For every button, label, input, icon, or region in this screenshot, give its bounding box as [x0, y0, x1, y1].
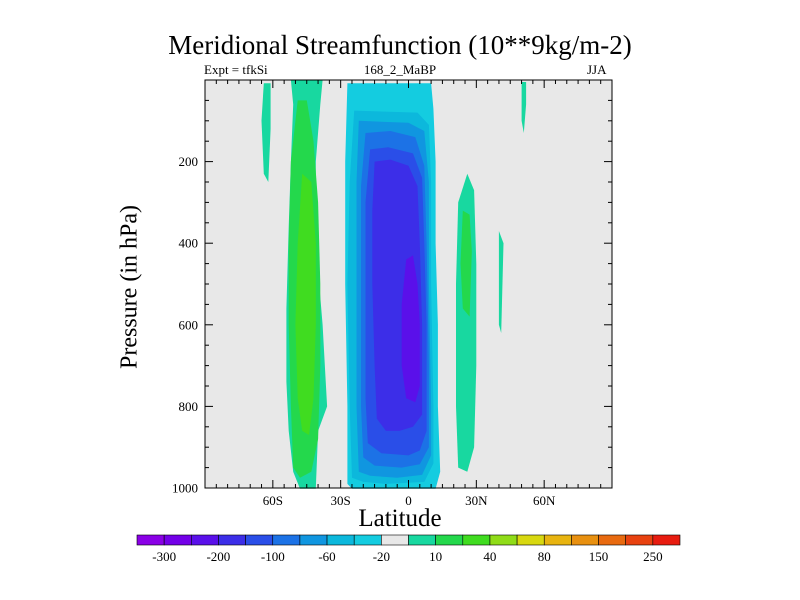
y-tick-label: 400 — [179, 236, 199, 251]
y-tick-label: 600 — [179, 317, 199, 332]
colorbar-swatch — [489, 534, 518, 546]
colorbar-swatch — [191, 534, 219, 546]
colorbar-label: -300 — [152, 549, 176, 564]
sh-cell-contour — [261, 83, 271, 182]
colorbar-swatch — [163, 534, 192, 546]
colorbar-swatch — [353, 534, 382, 546]
plot-axes: 60S 30S 0 30N 60N 200 400 600 800 1000 — [172, 79, 613, 508]
time-label: 168_2_MaBP — [363, 62, 437, 77]
colorbar-swatch — [381, 534, 409, 546]
colorbar-swatch — [299, 534, 328, 546]
colorbar-swatch — [543, 534, 572, 546]
colorbar-swatch — [136, 534, 165, 546]
x-tick-label: 60N — [533, 493, 556, 508]
season-label: JJA — [587, 62, 607, 77]
colorbar-label: 150 — [589, 549, 609, 564]
experiment-label: Expt = tfkSi — [204, 62, 268, 77]
x-tick-label: 30N — [465, 493, 488, 508]
main-cell-contour — [401, 255, 420, 403]
y-tick-label: 800 — [179, 399, 199, 414]
nh-cell-contour — [521, 82, 527, 133]
colorbar-swatch — [272, 534, 301, 546]
y-tick-label: 200 — [179, 154, 199, 169]
colorbar-swatch — [598, 534, 626, 546]
colorbar-swatch — [625, 534, 654, 546]
colorbar-label: -100 — [261, 549, 285, 564]
y-tick-label: 1000 — [172, 481, 198, 496]
colorbar-swatch — [245, 534, 274, 546]
chart-title: Meridional Streamfunction (10**9kg/m-2) — [168, 30, 632, 60]
colorbar-label: -200 — [206, 549, 230, 564]
colorbar-swatch — [571, 534, 599, 546]
sh-cell-contour — [295, 173, 316, 436]
colorbar-swatch — [516, 534, 545, 546]
colorbar-swatch — [435, 534, 464, 546]
colorbar-swatch — [408, 534, 436, 546]
colorbar: -300 -200 -100 -60 -20 10 40 80 150 250 — [136, 534, 681, 564]
colorbar-label: 10 — [429, 549, 442, 564]
colorbar-label: -60 — [318, 549, 335, 564]
x-tick-label: 30S — [331, 493, 351, 508]
contour-regions — [261, 80, 527, 489]
colorbar-swatch — [218, 534, 246, 546]
x-tick-label: 60S — [263, 493, 283, 508]
colorbar-label: 40 — [483, 549, 496, 564]
x-axis-label: Latitude — [358, 505, 442, 532]
colorbar-label: 250 — [643, 549, 663, 564]
colorbar-swatch — [652, 534, 681, 546]
colorbar-swatch — [326, 534, 355, 546]
x-tick-label: 0 — [405, 493, 412, 508]
colorbar-label: 80 — [538, 549, 551, 564]
colorbar-swatch — [462, 534, 491, 546]
nh-cell-contour — [498, 231, 504, 333]
colorbar-label: -20 — [373, 549, 390, 564]
nh-cell-contour — [460, 210, 472, 317]
